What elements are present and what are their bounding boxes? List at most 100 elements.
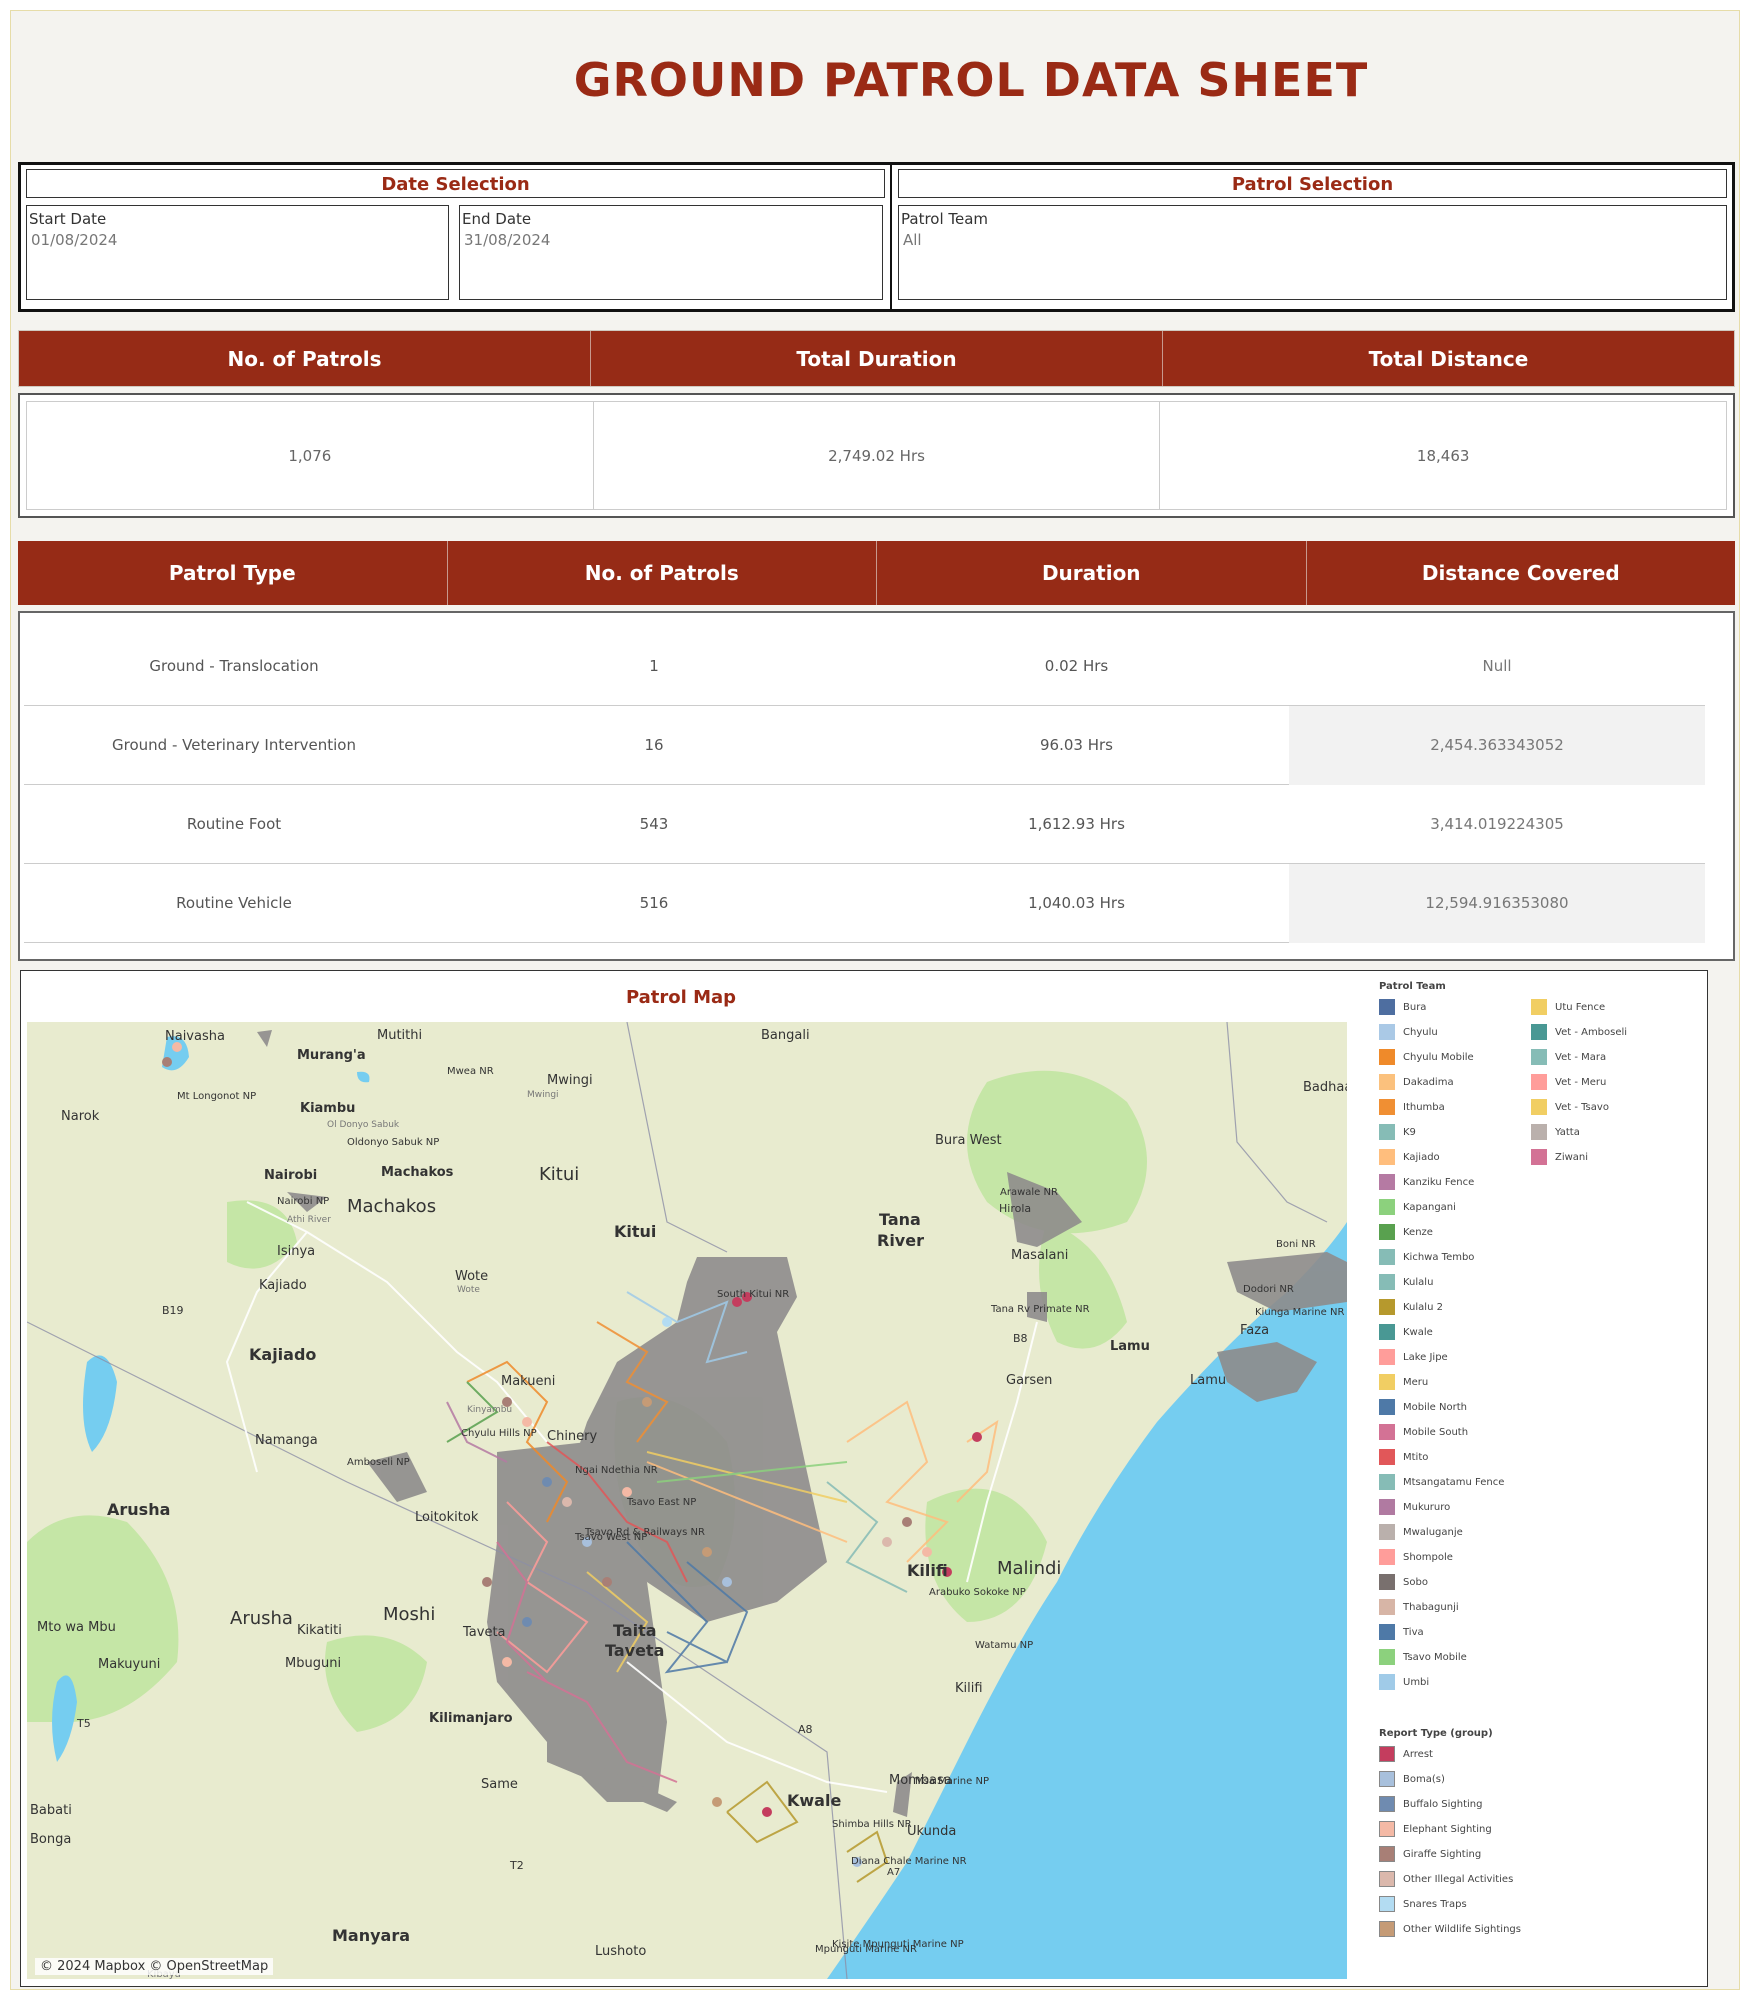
legend-item[interactable]: Mobile North — [1379, 1398, 1467, 1416]
legend-item[interactable]: Kulalu — [1379, 1273, 1433, 1291]
legend-swatch — [1379, 1149, 1395, 1165]
legend-item[interactable]: Boma(s) — [1379, 1770, 1699, 1788]
legend-item[interactable]: Snares Traps — [1379, 1895, 1699, 1913]
cell-duration: 1,040.03 Hrs — [1028, 894, 1125, 912]
legend-item[interactable]: Buffalo Sighting — [1379, 1795, 1699, 1813]
patrol-team-field[interactable]: Patrol Team All — [898, 205, 1727, 300]
legend-item[interactable]: Mtito — [1379, 1448, 1428, 1466]
legend-label: Chyulu — [1403, 1026, 1438, 1038]
legend-item[interactable]: Mobile South — [1379, 1423, 1468, 1441]
map-label: Badhaa — [1303, 1080, 1347, 1095]
map-label: Chinery — [547, 1429, 598, 1444]
legend-item[interactable]: Sobo — [1379, 1573, 1428, 1591]
table-row[interactable]: Routine Foot 543 1,612.93 Hrs 3,414.0192… — [24, 785, 1705, 864]
legend-swatch — [1379, 1649, 1395, 1665]
legend-swatch — [1379, 1199, 1395, 1215]
legend-item[interactable]: Vet - Amboseli — [1531, 1023, 1627, 1041]
map-label: Wote — [455, 1269, 488, 1284]
legend-item[interactable]: Kwale — [1379, 1323, 1433, 1341]
legend-item[interactable]: Kulalu 2 — [1379, 1298, 1443, 1316]
map-label: B19 — [162, 1304, 184, 1317]
legend-item[interactable]: Arrest — [1379, 1745, 1699, 1763]
legend-item[interactable]: Ziwani — [1531, 1148, 1588, 1166]
map-label: Tana Rv Primate NR — [990, 1304, 1090, 1315]
map-label: Taveta — [462, 1625, 506, 1640]
legend-item[interactable]: Dakadima — [1379, 1073, 1454, 1091]
legend-item[interactable]: Utu Fence — [1531, 998, 1605, 1016]
legend-swatch — [1379, 1871, 1395, 1887]
map-label: Amboseli NP — [347, 1457, 410, 1468]
legend-item[interactable]: Vet - Mara — [1531, 1048, 1606, 1066]
end-date-value[interactable]: 31/08/2024 — [464, 231, 551, 249]
legend-item[interactable]: K9 — [1379, 1123, 1416, 1141]
legend-swatch — [1379, 1524, 1395, 1540]
legend-swatch — [1379, 1249, 1395, 1265]
cell-duration: 1,612.93 Hrs — [1028, 815, 1125, 833]
legend-item[interactable]: Kenze — [1379, 1223, 1433, 1241]
legend-label: Mtito — [1403, 1451, 1429, 1463]
legend-item[interactable]: Giraffe Sighting — [1379, 1845, 1699, 1863]
kpi-value-patrols: 1,076 — [27, 402, 594, 509]
legend-label: Kulalu 2 — [1403, 1301, 1443, 1313]
map-label: Kilifi — [955, 1681, 983, 1696]
map-label: Diana Chale Marine NR — [851, 1856, 967, 1867]
map-label: Mt Longonot NP — [177, 1091, 256, 1102]
legend-label: Giraffe Sighting — [1403, 1848, 1482, 1860]
legend-swatch — [1531, 999, 1547, 1015]
legend-label: Kwale — [1403, 1326, 1433, 1338]
cell-no-of-patrols: 16 — [644, 736, 664, 754]
legend-item[interactable]: Other Wildlife Sightings — [1379, 1920, 1699, 1938]
end-date-field[interactable]: End Date 31/08/2024 — [459, 205, 883, 300]
legend-item[interactable]: Elephant Sighting — [1379, 1820, 1699, 1838]
legend-item[interactable]: Ithumba — [1379, 1098, 1445, 1116]
legend-label: Kanziku Fence — [1403, 1176, 1475, 1188]
patrol-team-value[interactable]: All — [903, 231, 922, 249]
table-row[interactable]: Ground - Translocation 1 0.02 Hrs Null — [24, 627, 1705, 706]
map-label: Mto wa Mbu — [37, 1620, 116, 1635]
legend-item[interactable]: Mukururo — [1379, 1498, 1450, 1516]
legend-label: Kichwa Tembo — [1403, 1251, 1475, 1263]
legend-item[interactable]: Mtsangatamu Fence — [1379, 1473, 1504, 1491]
legend-label: Tsavo Mobile — [1403, 1651, 1467, 1663]
legend-swatch — [1379, 1474, 1395, 1490]
legend-item[interactable]: Tiva — [1379, 1623, 1424, 1641]
map-label: Machakos — [381, 1165, 454, 1180]
legend-item[interactable]: Vet - Meru — [1531, 1073, 1606, 1091]
start-date-value[interactable]: 01/08/2024 — [31, 231, 118, 249]
map-attribution[interactable]: © 2024 Mapbox © OpenStreetMap — [35, 1958, 274, 1975]
cell-distance: 3,414.019224305 — [1430, 815, 1564, 833]
legend-item[interactable]: Yatta — [1531, 1123, 1580, 1141]
map-label: Garsen — [1006, 1373, 1052, 1388]
legend-item[interactable]: Other Illegal Activities — [1379, 1870, 1699, 1888]
legend-item[interactable]: Bura — [1379, 998, 1426, 1016]
patrol-map[interactable]: Naivasha Mutithi Bangali Murang'a Mwea N… — [27, 1022, 1347, 1979]
legend-item[interactable]: Kajiado — [1379, 1148, 1440, 1166]
legend-item[interactable]: Shompole — [1379, 1548, 1453, 1566]
map-canvas[interactable]: Naivasha Mutithi Bangali Murang'a Mwea N… — [27, 1022, 1347, 1979]
legend-item[interactable]: Vet - Tsavo — [1531, 1098, 1609, 1116]
legend-item[interactable]: Kichwa Tembo — [1379, 1248, 1474, 1266]
legend-item[interactable]: Mwaluganje — [1379, 1523, 1463, 1541]
legend-item[interactable]: Chyulu — [1379, 1023, 1438, 1041]
table-row[interactable]: Ground - Veterinary Intervention 16 96.0… — [24, 706, 1705, 785]
legend-item[interactable]: Tsavo Mobile — [1379, 1648, 1467, 1666]
legend-item[interactable]: Meru — [1379, 1373, 1428, 1391]
legend-item[interactable]: Kanziku Fence — [1379, 1173, 1474, 1191]
ocean — [827, 1222, 1347, 1979]
legend-label: Yatta — [1555, 1126, 1580, 1138]
map-label: Hirola — [999, 1202, 1031, 1215]
legend-item[interactable]: Lake Jipe — [1379, 1348, 1448, 1366]
legend-item[interactable]: Chyulu Mobile — [1379, 1048, 1474, 1066]
map-label: Mwingi — [527, 1090, 559, 1100]
start-date-field[interactable]: Start Date 01/08/2024 — [26, 205, 449, 300]
legend-swatch — [1379, 1274, 1395, 1290]
legend-item[interactable]: Umbi — [1379, 1673, 1429, 1691]
map-label: Kilifi — [907, 1561, 948, 1580]
legend-swatch — [1379, 1074, 1395, 1090]
map-label: Ngai Ndethia NR — [575, 1465, 658, 1476]
legend-item[interactable]: Kapangani — [1379, 1198, 1456, 1216]
legend-label: Utu Fence — [1555, 1001, 1606, 1013]
table-row[interactable]: Routine Vehicle 516 1,040.03 Hrs 12,594.… — [24, 864, 1705, 943]
map-label: Mwea NR — [447, 1066, 494, 1077]
legend-item[interactable]: Thabagunji — [1379, 1598, 1459, 1616]
